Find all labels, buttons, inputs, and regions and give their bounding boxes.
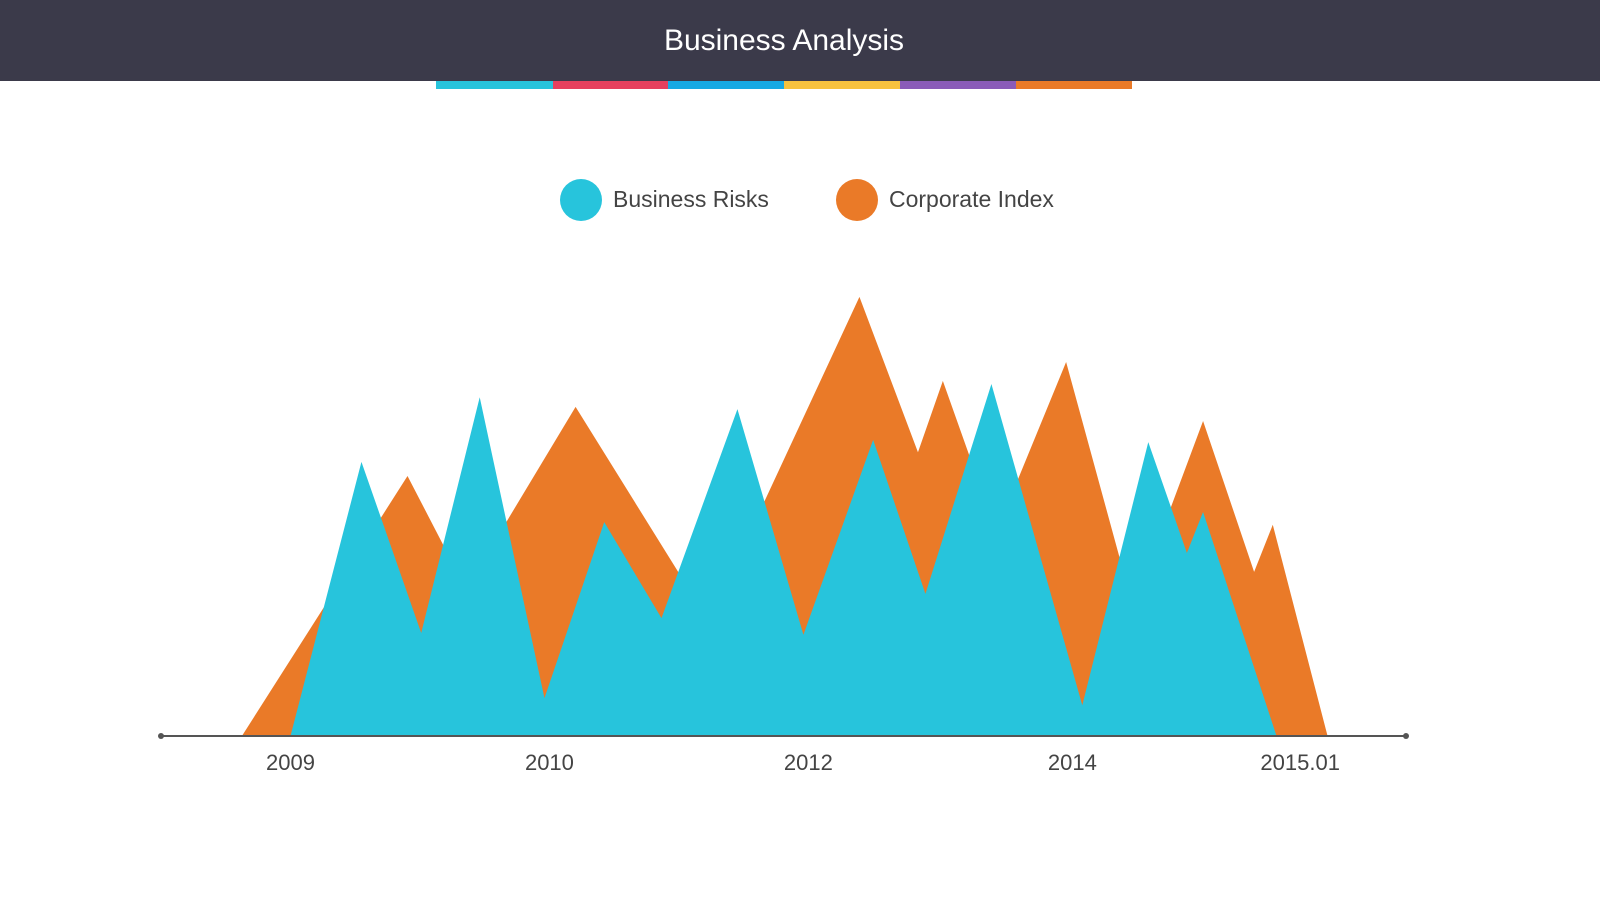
x-tick-label: 2014 bbox=[1048, 750, 1097, 775]
header-stripes bbox=[436, 81, 1132, 89]
legend-label: Business Risks bbox=[613, 186, 769, 212]
legend-swatch bbox=[560, 179, 602, 221]
x-tick-label: 2010 bbox=[525, 750, 574, 775]
legend-label: Corporate Index bbox=[889, 186, 1054, 212]
x-tick-label: 2012 bbox=[784, 750, 833, 775]
axis-end bbox=[158, 733, 164, 739]
x-tick-label: 2009 bbox=[266, 750, 315, 775]
header-bar bbox=[0, 0, 1600, 81]
legend-swatch bbox=[836, 179, 878, 221]
axis-end bbox=[1403, 733, 1409, 739]
chart-title: Business Analysis bbox=[664, 24, 904, 57]
x-tick-label: 2015.01 bbox=[1260, 750, 1340, 775]
area bbox=[290, 384, 1277, 736]
